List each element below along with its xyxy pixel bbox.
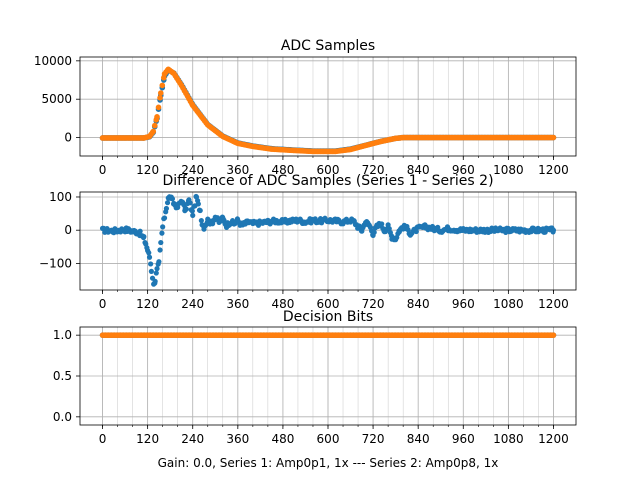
x-tick-label: 840 [407,297,430,311]
data-point [379,221,385,227]
x-tick-label: 1200 [538,432,569,446]
data-point [137,228,143,234]
x-tick-label: 1200 [538,297,569,311]
data-point [183,206,189,212]
data-point [159,82,166,89]
data-point [187,200,193,206]
decision-bits-panel: Decision Bits 0 120 240 360 480 600 720 840 960 1… [53,309,577,446]
data-point [413,228,419,235]
data-point [146,250,152,256]
y-tick-label: 5000 [41,92,72,106]
data-point [163,205,170,212]
data-point [156,259,162,265]
data-point [157,95,163,101]
x-tick-label: 840 [407,163,430,177]
data-point [195,201,201,207]
data-point [197,207,203,214]
data-point [198,217,204,224]
x-tick-label: 960 [452,297,475,311]
data-point [152,278,158,284]
data-point [160,224,166,230]
x-tick-label: 480 [271,163,294,177]
data-point [157,90,164,96]
data-point [190,212,196,218]
x-tick-label: 240 [181,163,204,177]
y-tick-label: 0 [64,131,72,145]
data-point [169,196,176,202]
x-tick-label: 600 [317,432,340,446]
x-tick-label: 1200 [538,163,569,177]
x-tick-label: 360 [226,297,249,311]
data-point [550,227,557,233]
x-tick-label: 1080 [493,432,524,446]
x-tick-label: 240 [181,297,204,311]
data-point [155,104,162,111]
x-tick-label: 600 [317,163,340,177]
y-tick-label: 10000 [34,54,72,68]
data-point [175,204,181,210]
x-tick-label: 120 [136,432,159,446]
x-tick-label: 480 [271,432,294,446]
data-point [157,247,163,253]
data-point [405,227,411,233]
adc-samples-panel: ADC Samples 0 120 240 360 480 600 720 840 960 108… [34,38,577,177]
x-tick-label: 0 [99,432,107,446]
x-tick-label: 1080 [493,163,524,177]
data-point [154,114,160,120]
data-point [550,332,557,338]
footer-caption: Gain: 0.0, Series 1: Amp0p1, 1x --- Seri… [158,456,499,470]
data-point [141,234,147,240]
data-point [386,226,392,232]
data-point [151,122,158,129]
decision-bits-title: Decision Bits [283,309,373,325]
x-tick-label: 0 [99,297,107,311]
data-point [148,268,154,274]
data-point [153,270,159,276]
x-tick-label: 720 [362,297,385,311]
y-tick-label: 0.0 [53,410,72,424]
x-tick-label: 120 [136,163,159,177]
x-tick-label: 720 [362,163,385,177]
y-tick-label: 0 [64,223,72,237]
data-point [159,230,165,236]
data-point [148,261,154,267]
data-point [150,128,157,135]
x-tick-label: 840 [407,432,430,446]
data-point [158,239,164,246]
data-point [371,229,377,235]
x-tick-label: 480 [271,297,294,311]
x-tick-label: 1080 [493,297,524,311]
data-point [550,134,557,141]
y-tick-label: 0.5 [53,369,72,383]
difference-panel: Difference of ADC Samples (Series 1 - Se… [39,173,577,311]
y-tick-label: 1.0 [53,328,72,342]
x-tick-label: 120 [136,297,159,311]
y-tick-label: 100 [49,190,72,204]
data-point [164,200,171,206]
x-tick-label: 240 [181,432,204,446]
data-point [154,266,160,272]
y-tick-label: −100 [39,256,72,270]
x-tick-label: 360 [226,163,249,177]
data-point [161,215,168,221]
x-tick-label: 720 [362,432,385,446]
adc-samples-title: ADC Samples [281,38,375,54]
x-tick-label: 0 [99,163,107,177]
x-tick-label: 960 [452,432,475,446]
x-tick-label: 600 [317,297,340,311]
difference-title: Difference of ADC Samples (Series 1 - Se… [162,173,493,189]
x-tick-label: 960 [452,163,475,177]
x-tick-label: 360 [226,432,249,446]
data-point [189,208,195,214]
data-point [146,254,153,260]
